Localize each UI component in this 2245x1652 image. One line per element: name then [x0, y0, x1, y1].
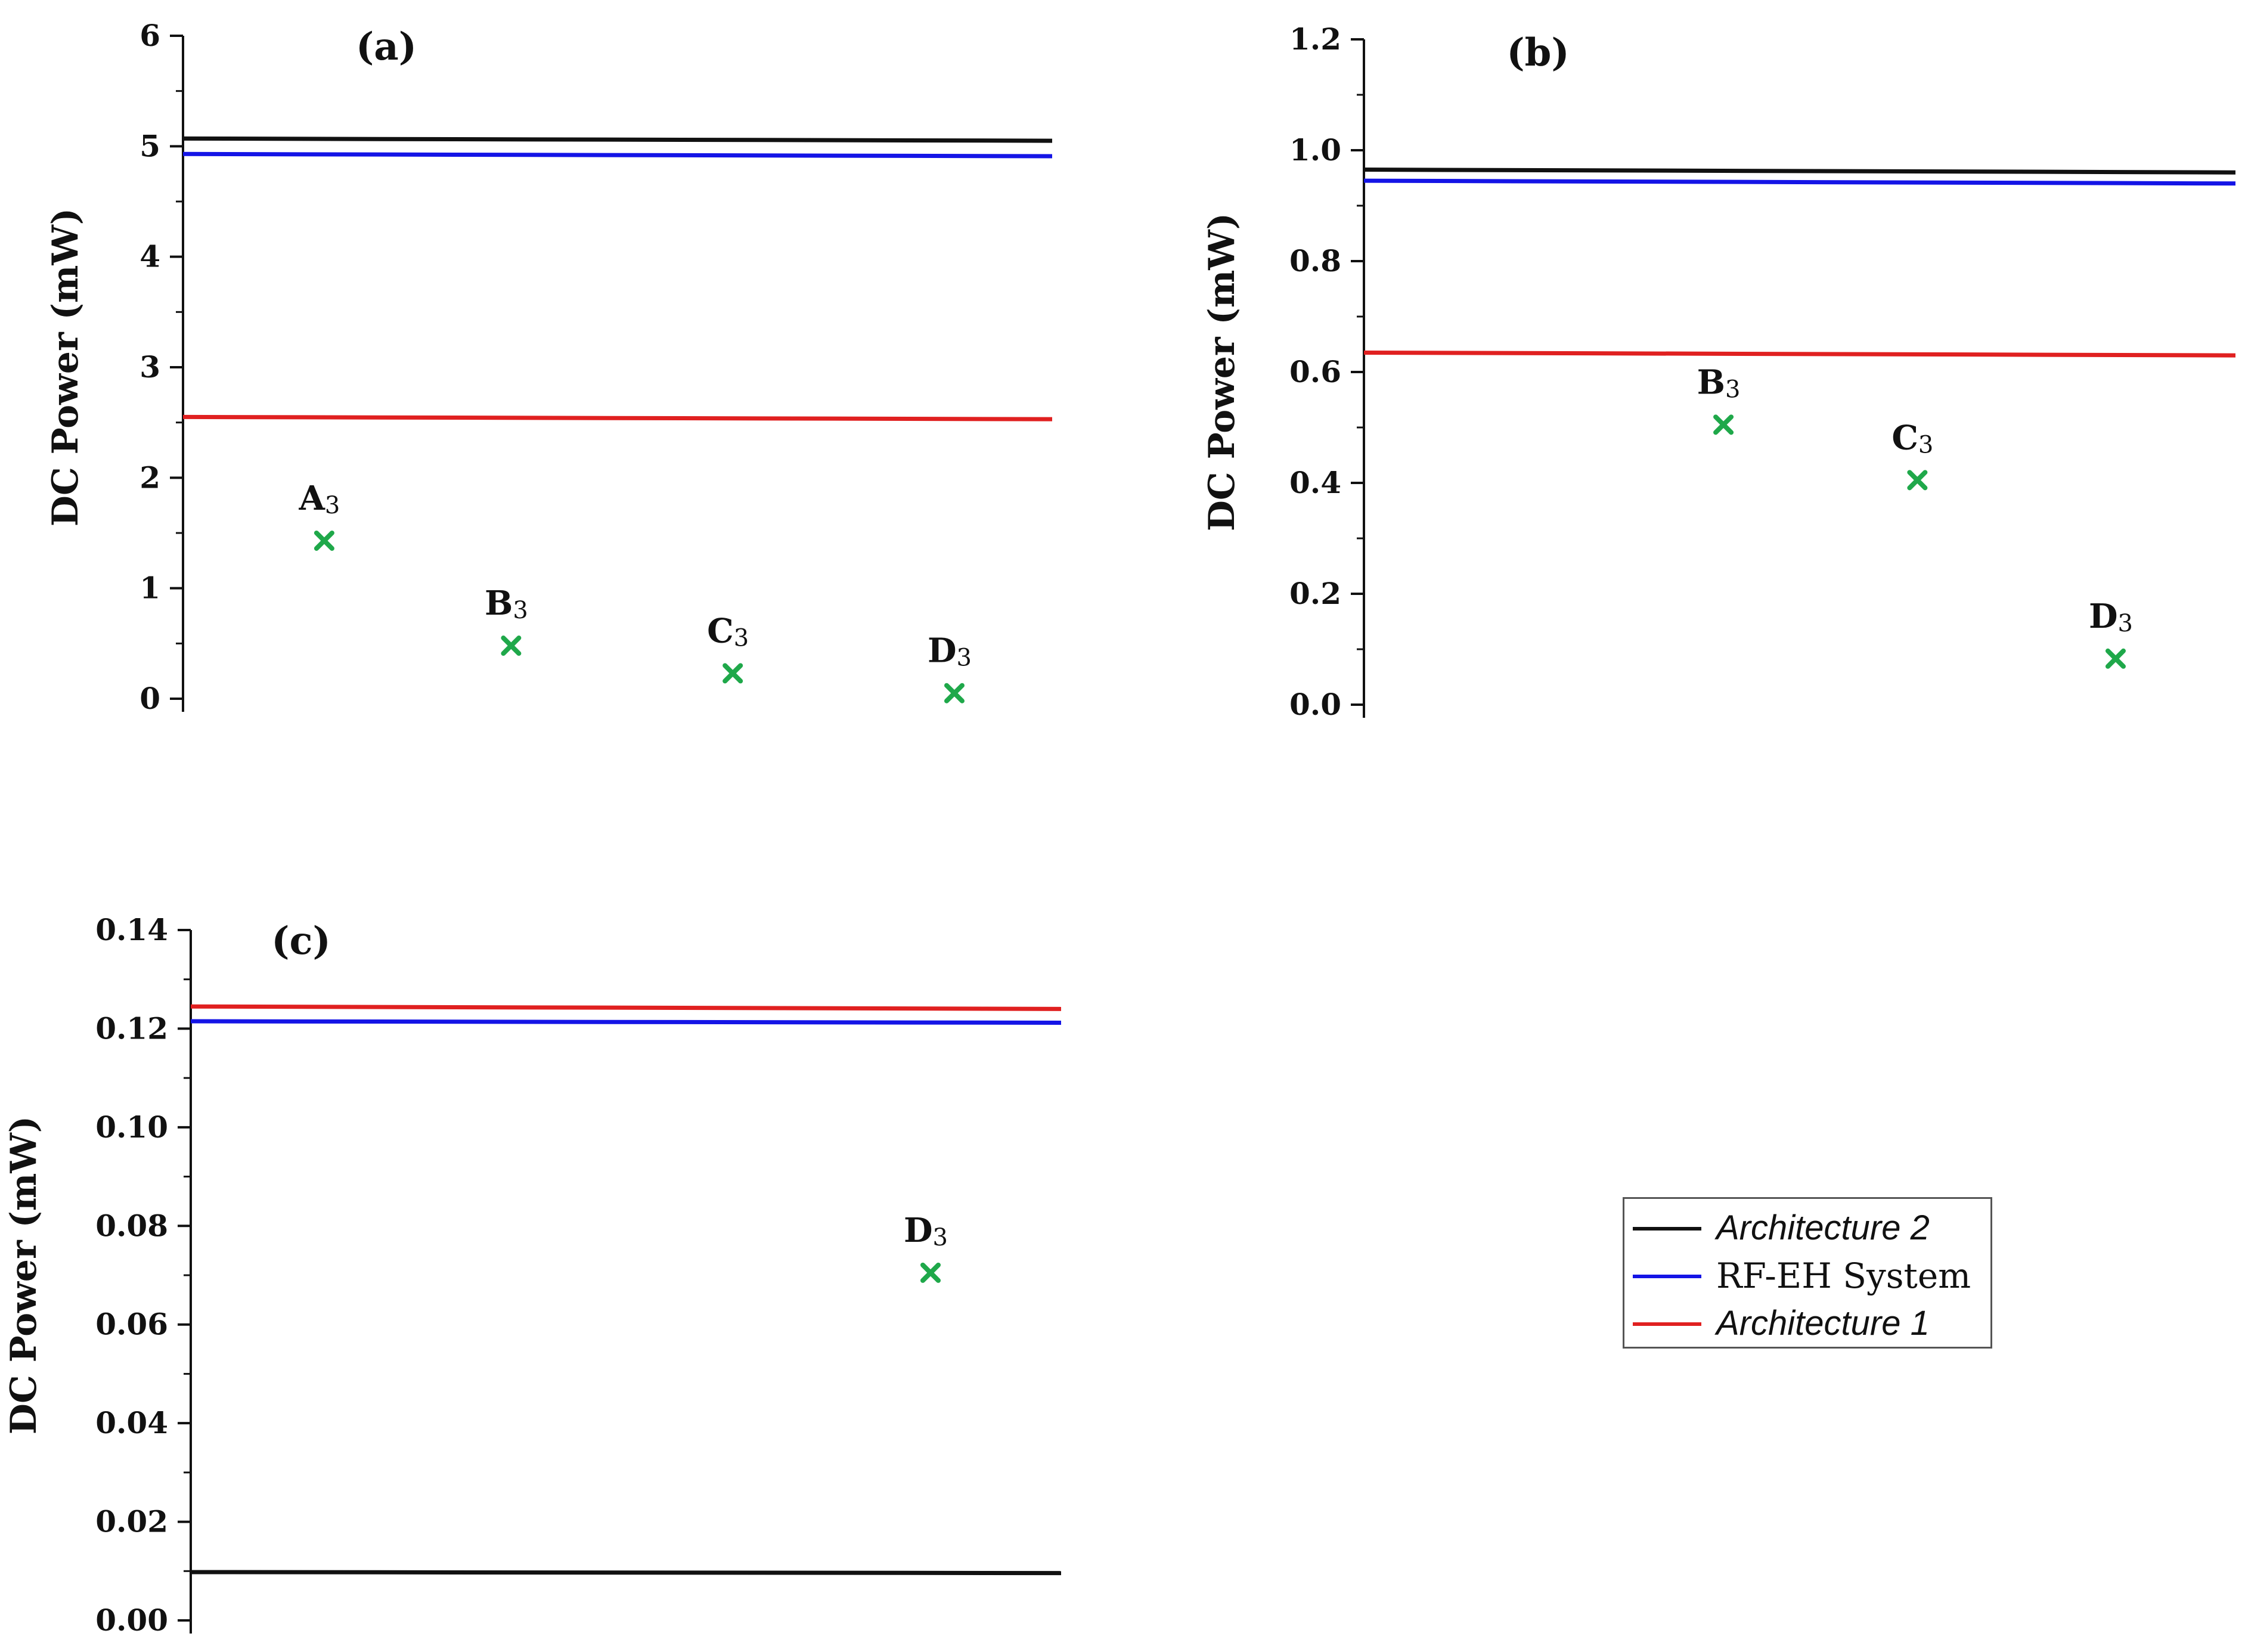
y-tick-label: 0.0 [1289, 687, 1341, 722]
data-point-a3 [314, 530, 334, 551]
point-label: C3 [707, 611, 749, 652]
y-tick-label: 2 [139, 460, 160, 495]
series-line-architecture-1 [182, 414, 1053, 421]
legend-swatch [1633, 1275, 1701, 1278]
series-line-architecture-2 [190, 1570, 1062, 1576]
y-tick-label: 0.4 [1289, 465, 1341, 500]
series-line-architecture-2 [1363, 168, 2236, 175]
y-tick-label: 0.04 [95, 1405, 168, 1440]
data-point-d3 [944, 683, 965, 703]
series-line-architecture-1 [190, 1004, 1062, 1011]
y-tick-label: 0.00 [95, 1603, 168, 1638]
y-tick-label: 0.8 [1289, 243, 1341, 278]
panel-label: (c) [271, 919, 331, 963]
y-axis-label: DC Power (mW) [45, 208, 86, 526]
series-line-rf-eh-system [182, 151, 1053, 159]
legend-label: Architecture 1 [1716, 1304, 1930, 1343]
data-point-b3 [501, 636, 522, 656]
y-tick-label: 3 [139, 349, 160, 385]
series-line-architecture-2 [182, 136, 1053, 143]
point-label: D3 [904, 1211, 948, 1251]
legend-entry: Architecture 2 [1633, 1207, 1984, 1249]
y-tick-label: 0.10 [95, 1109, 168, 1145]
point-label: B3 [485, 584, 528, 624]
data-point-b3 [1713, 414, 1734, 435]
y-tick-label: 0.2 [1289, 576, 1341, 611]
legend: Architecture 2 RF-EH System Architecture… [1623, 1197, 1992, 1349]
point-label: B3 [1697, 362, 1741, 403]
y-axis-label: DC Power (mW) [1201, 213, 1243, 531]
y-axis-label: DC Power (mW) [3, 1116, 45, 1434]
y-tick-label: 0.08 [95, 1208, 168, 1243]
y-tick-label: 0.14 [95, 912, 168, 947]
legend-label: RF-EH System [1716, 1256, 1971, 1296]
y-tick-label: 0.6 [1289, 354, 1341, 389]
data-point-d3 [2105, 648, 2126, 669]
y-tick-label: 0.02 [95, 1504, 168, 1539]
point-label: D3 [928, 631, 972, 672]
y-tick-label: 5 [139, 128, 160, 163]
data-point-d3 [920, 1262, 941, 1283]
panel-label: (b) [1506, 30, 1569, 75]
y-tick-label: 0.06 [95, 1307, 168, 1342]
point-label: D3 [2089, 597, 2133, 637]
y-tick-label: 1.0 [1289, 132, 1341, 168]
y-tick-label: 4 [139, 239, 160, 274]
legend-swatch [1633, 1227, 1701, 1231]
legend-label: Architecture 2 [1716, 1208, 1930, 1247]
data-point-c3 [723, 663, 743, 684]
y-tick-label: 1 [139, 571, 160, 606]
panel-label: (a) [356, 24, 417, 69]
legend-entry: RF-EH System [1633, 1255, 1984, 1297]
chart-panel-1: 0.0 0.2 0.4 0.6 0.8 1.0 1.2 DC Power (mW) (b) B3 C… [1201, 21, 2236, 722]
series-line-rf-eh-system [1363, 178, 2236, 186]
point-label: C3 [1891, 418, 1933, 458]
y-tick-label: 0 [139, 681, 160, 716]
y-tick-label: 0.12 [95, 1011, 168, 1046]
legend-entry: Architecture 1 [1633, 1303, 1984, 1344]
point-label: A3 [298, 479, 340, 519]
legend-swatch [1633, 1322, 1701, 1326]
series-line-architecture-1 [1363, 350, 2236, 358]
y-tick-label: 6 [139, 18, 160, 53]
y-tick-label: 1.2 [1289, 21, 1341, 57]
chart-panel-0: 0 1 2 3 4 5 6 DC Power (mW) (a) A3 B3 C3 D3 [45, 18, 1053, 716]
data-point-c3 [1907, 470, 1928, 491]
series-line-rf-eh-system [190, 1019, 1062, 1025]
chart-panel-2: 0.00 0.02 0.04 0.06 0.08 0.10 0.12 0.14 DC Power… [3, 912, 1062, 1638]
